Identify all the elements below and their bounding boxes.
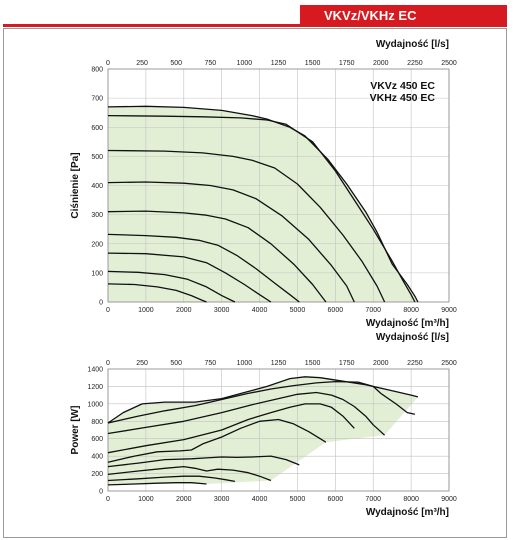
- pressure-y-tick-label: 0: [99, 300, 103, 307]
- pressure-curve-3: [107, 149, 386, 303]
- pressure-top-tick-label: 1250: [271, 60, 287, 67]
- pressure-curve-4: [107, 181, 355, 303]
- power-top-tick-label: 1500: [305, 360, 321, 367]
- power-curve-2: [107, 380, 416, 424]
- pressure-y-tick-label: 500: [91, 154, 103, 161]
- pressure-y-tick-label: 600: [91, 125, 103, 132]
- pressure-x-tick-label: 5000: [290, 307, 306, 314]
- pressure-curve-9: [107, 283, 207, 303]
- pressure-x-tick-label: 6000: [328, 307, 344, 314]
- power-y-tick-label: 0: [99, 489, 103, 496]
- power-curve-1: [107, 376, 419, 424]
- power-top-tick-label: 2250: [407, 360, 423, 367]
- power-y-axis-label: Power [W]: [70, 406, 81, 455]
- pressure-top-tick-label: 250: [136, 60, 148, 67]
- pressure-top-tick-label: 1000: [237, 60, 253, 67]
- power-x-tick-label: 9000: [441, 496, 457, 503]
- pressure-top-tick-label: 2000: [373, 60, 389, 67]
- pressure-y-tick-label: 100: [91, 270, 103, 277]
- pressure-model-label: VKVz 450 EC: [370, 80, 435, 92]
- power-operating-area: [108, 376, 418, 485]
- power-x-tick-label: 0: [106, 496, 110, 503]
- power-x-tick-label: 6000: [328, 496, 344, 503]
- product-series-tag: VKVz/VKHz EC: [300, 5, 507, 27]
- power-x-tick-label: 8000: [403, 496, 419, 503]
- pressure-top-tick-label: 750: [204, 60, 216, 67]
- pressure-y-tick-label: 800: [91, 67, 103, 74]
- pressure-top-axis-label: Wydajność [l/s]: [376, 39, 449, 50]
- pressure-operating-area: [108, 106, 418, 302]
- pressure-top-tick-label: 1500: [305, 60, 321, 67]
- pressure-curve-2: [107, 114, 416, 303]
- pressure-curve-5: [107, 210, 327, 303]
- pressure-x-tick-label: 4000: [252, 307, 268, 314]
- power-top-tick-label: 1750: [339, 360, 355, 367]
- power-top-tick-label: 750: [204, 360, 216, 367]
- pressure-y-axis-label: Ciśnienie [Pa]: [70, 152, 81, 218]
- pressure-x-tick-label: 2000: [176, 307, 192, 314]
- power-top-axis-label: Wydajność [l/s]: [376, 332, 449, 343]
- chart-frame: [3, 28, 507, 538]
- pressure-y-tick-label: 200: [91, 241, 103, 248]
- power-top-tick-label: 500: [170, 360, 182, 367]
- power-top-tick-label: 2500: [441, 360, 457, 367]
- pressure-x-axis-label: Wydajność [m³/h]: [366, 318, 449, 329]
- power-top-tick-label: 1000: [237, 360, 253, 367]
- pressure-top-tick-label: 2500: [441, 60, 457, 67]
- power-top-tick-label: 0: [106, 360, 110, 367]
- power-y-tick-label: 1000: [87, 401, 103, 408]
- power-curve-9: [107, 482, 207, 486]
- power-top-tick-label: 1250: [271, 360, 287, 367]
- power-x-axis-label: Wydajność [m³/h]: [366, 507, 449, 518]
- power-curve-6: [107, 455, 300, 468]
- pressure-x-tick-label: 1000: [138, 307, 154, 314]
- power-plot-border: [107, 368, 450, 492]
- pressure-x-tick-label: 7000: [365, 307, 381, 314]
- power-y-tick-label: 1200: [87, 384, 103, 391]
- power-curve-7: [107, 465, 272, 482]
- power-x-tick-label: 7000: [365, 496, 381, 503]
- power-x-tick-label: 3000: [214, 496, 230, 503]
- pressure-x-tick-label: 3000: [214, 307, 230, 314]
- power-curve-8: [107, 475, 236, 483]
- power-curve-5: [107, 418, 327, 463]
- pressure-x-tick-label: 0: [106, 307, 110, 314]
- power-x-tick-label: 1000: [138, 496, 154, 503]
- pressure-model-label: VKHz 450 EC: [370, 92, 436, 104]
- power-x-tick-label: 5000: [290, 496, 306, 503]
- pressure-curve-8: [107, 270, 236, 303]
- pressure-x-tick-label: 9000: [441, 307, 457, 314]
- power-y-tick-label: 400: [91, 454, 103, 461]
- power-x-tick-label: 4000: [252, 496, 268, 503]
- pressure-plot-border: [107, 68, 450, 303]
- pressure-x-tick-label: 8000: [403, 307, 419, 314]
- power-y-tick-label: 800: [91, 419, 103, 426]
- header-bar: [3, 24, 507, 27]
- pressure-y-tick-label: 400: [91, 183, 103, 190]
- power-x-tick-label: 2000: [176, 496, 192, 503]
- pressure-curve-7: [107, 252, 272, 303]
- pressure-curve-6: [107, 233, 300, 303]
- pressure-top-tick-label: 2250: [407, 60, 423, 67]
- power-top-tick-label: 250: [136, 360, 148, 367]
- power-y-tick-label: 600: [91, 436, 103, 443]
- power-curve-3: [107, 391, 386, 436]
- pressure-top-tick-label: 0: [106, 60, 110, 67]
- power-curve-4: [107, 403, 355, 454]
- pressure-top-tick-label: 500: [170, 60, 182, 67]
- power-y-tick-label: 1400: [87, 367, 103, 374]
- pressure-y-tick-label: 700: [91, 96, 103, 103]
- pressure-y-tick-label: 300: [91, 212, 103, 219]
- pressure-top-tick-label: 1750: [339, 60, 355, 67]
- power-top-tick-label: 2000: [373, 360, 389, 367]
- power-y-tick-label: 200: [91, 471, 103, 478]
